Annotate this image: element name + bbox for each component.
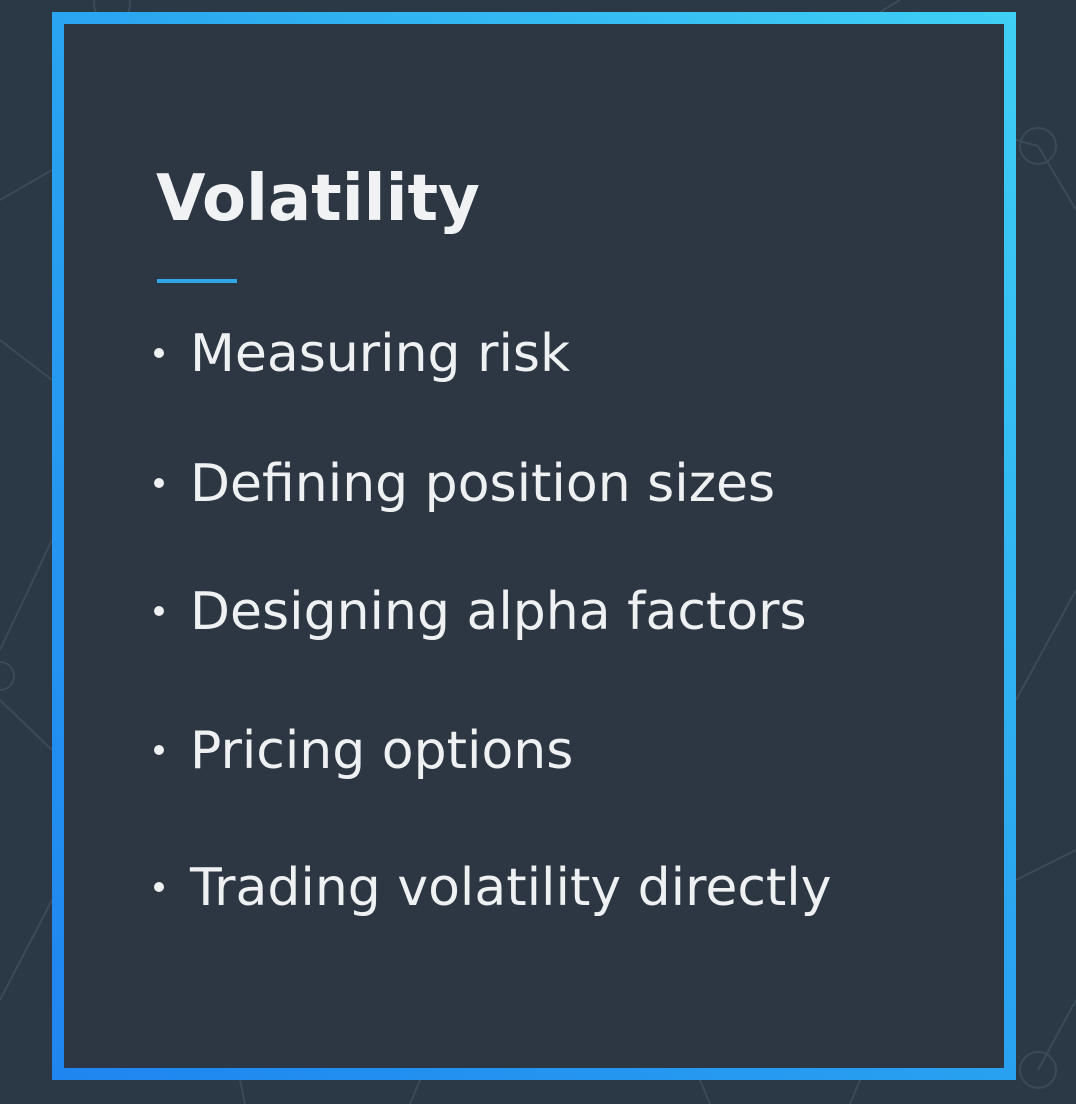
bullet-item: Defining position sizes: [154, 454, 775, 514]
bullet-dot-icon: [154, 478, 164, 488]
bullet-text: Pricing options: [190, 721, 574, 781]
bullet-text: Designing alpha factors: [190, 582, 807, 642]
bullet-item: Trading volatility directly: [154, 858, 832, 918]
content-panel: Volatility Measuring risk Defining posit…: [64, 24, 1004, 1068]
bullet-dot-icon: [154, 745, 164, 755]
bullet-dot-icon: [154, 606, 164, 616]
bullet-text: Defining position sizes: [190, 454, 776, 514]
bullet-item: Designing alpha factors: [154, 582, 807, 642]
bullet-dot-icon: [154, 882, 164, 892]
bullet-text: Measuring risk: [190, 324, 571, 384]
title-underline: [157, 279, 237, 283]
bullet-item: Measuring risk: [154, 324, 570, 384]
slide-frame: Volatility Measuring risk Defining posit…: [52, 12, 1016, 1080]
bullet-text: Trading volatility directly: [190, 858, 832, 918]
bullet-item: Pricing options: [154, 721, 573, 781]
bullet-dot-icon: [154, 348, 164, 358]
slide-title: Volatility: [156, 162, 480, 236]
